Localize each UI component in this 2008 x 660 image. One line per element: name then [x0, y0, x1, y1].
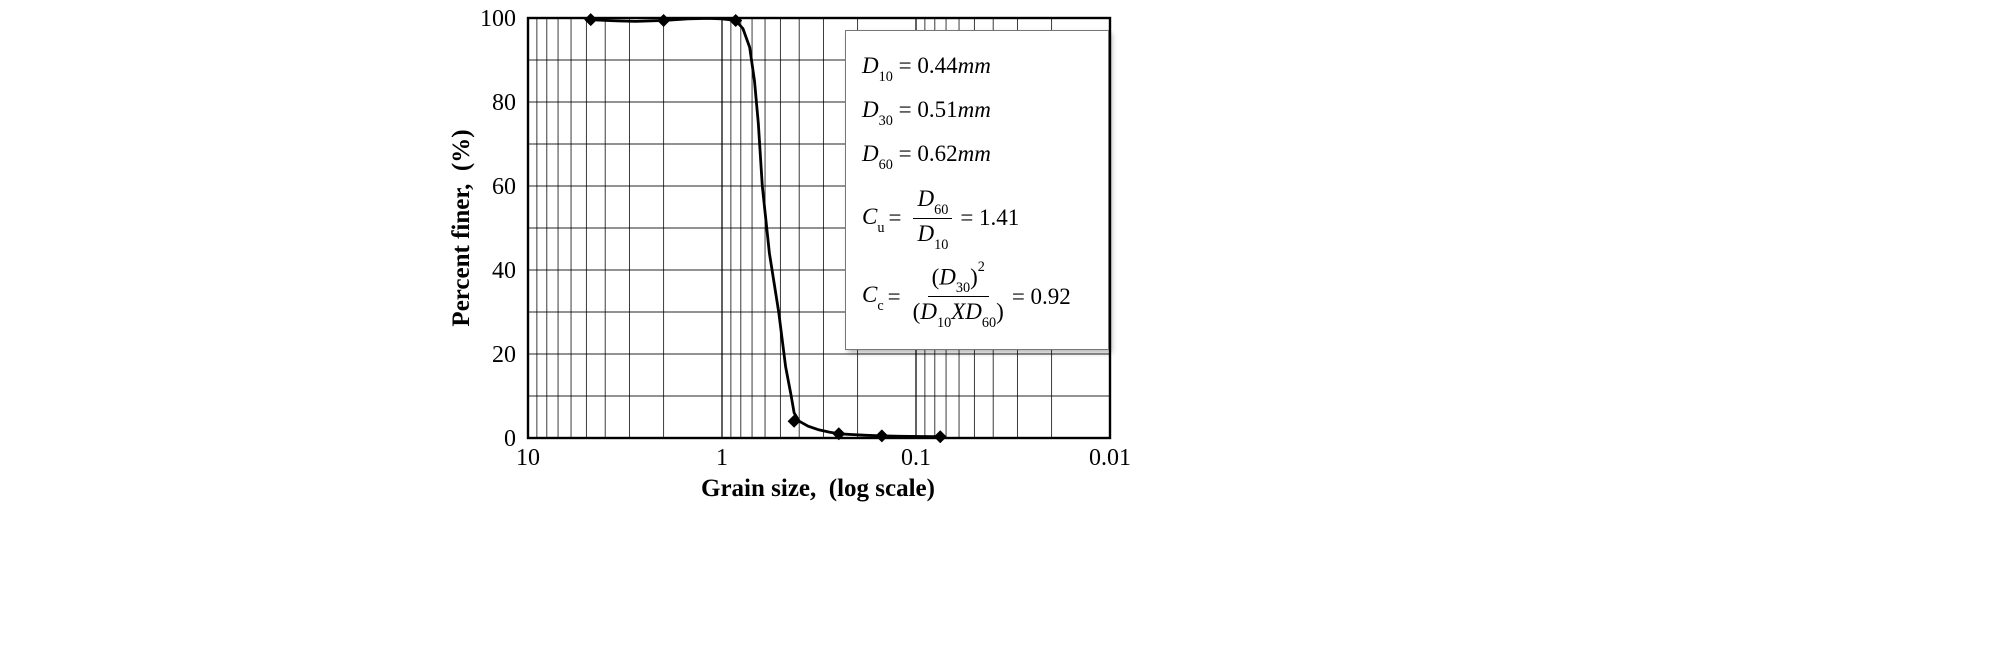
cu-symbol-group: Cu — [862, 201, 884, 236]
cu-formula-line: Cu = D60 D10 = 1.41 — [862, 185, 1092, 253]
cc-num-open-paren: ( — [931, 264, 940, 290]
cc-den-subscript-2: 60 — [981, 315, 997, 332]
d30-unit: mm — [957, 96, 991, 122]
d30-subscript: 30 — [878, 113, 893, 129]
diamond-marker — [657, 14, 671, 28]
cc-num-symbol: D — [939, 264, 956, 290]
grid-lines — [528, 18, 1110, 438]
svg-text:10: 10 — [516, 445, 540, 471]
cu-subscript: u — [877, 219, 885, 236]
cc-den-subscript-1: 10 — [936, 315, 952, 332]
cc-num-subscript: 30 — [955, 280, 971, 297]
cu-den-subscript: 10 — [934, 236, 949, 253]
cc-fraction: (D30)2 (D10XD60) — [912, 259, 1004, 332]
data-point-markers — [584, 13, 947, 444]
svg-text:0.01: 0.01 — [1089, 445, 1131, 471]
d30-symbol: D — [862, 96, 879, 122]
svg-text:20: 20 — [492, 342, 516, 368]
svg-text:100: 100 — [480, 6, 516, 32]
cc-den-symbol-1: D — [920, 299, 937, 325]
cu-fraction: D60 D10 — [913, 185, 953, 253]
diamond-marker — [875, 429, 889, 443]
svg-text:80: 80 — [492, 90, 516, 116]
d10-value-line: D10 = 0.44mm — [862, 50, 1092, 85]
d30-value: = 0.51 — [892, 96, 958, 122]
cc-num-superscript: 2 — [977, 258, 985, 275]
svg-text:60: 60 — [492, 174, 516, 200]
axis-tick-labels: 10 1 0.1 0.01 0 20 40 60 80 100 — [480, 6, 1131, 471]
d60-subscript: 60 — [878, 156, 893, 173]
distribution-curve — [589, 17, 942, 439]
d60-value: = 0.62 — [892, 140, 958, 166]
d60-value-line: D60 = 0.62mm — [862, 138, 1092, 173]
annotation-box: D10 = 0.44mm D30 = 0.51mm D60 = 0.62mm C… — [845, 30, 1109, 351]
cu-num-subscript: 60 — [934, 201, 949, 218]
svg-text:0.1: 0.1 — [901, 445, 931, 471]
d10-value: = 0.44 — [892, 53, 958, 78]
x-axis-title: Grain size, (log scale) — [701, 475, 935, 502]
cc-den-open-paren: ( — [912, 299, 921, 325]
cc-den-close-paren: ) — [996, 299, 1004, 325]
svg-text:1: 1 — [716, 445, 728, 471]
diamond-marker — [933, 430, 947, 444]
d30-value-line: D30 = 0.51mm — [862, 94, 1092, 129]
cu-equals: = — [888, 205, 902, 231]
plot-border — [526, 16, 1112, 440]
cc-den-symbol-2: D — [965, 299, 982, 325]
cc-num-close-paren: ) — [970, 264, 978, 290]
diamond-marker — [832, 427, 846, 441]
cc-subscript: c — [877, 298, 884, 315]
cc-symbol-group: Cc — [862, 279, 884, 314]
cc-fraction-denominator: (D10XD60) — [912, 297, 1004, 332]
cc-symbol: C — [862, 281, 878, 307]
svg-text:40: 40 — [492, 258, 516, 284]
d10-unit: mm — [957, 53, 991, 78]
diamond-marker — [729, 14, 743, 28]
cu-fraction-denominator: D10 — [917, 219, 949, 253]
cu-den-symbol: D — [917, 220, 935, 246]
d10-symbol: D — [862, 53, 879, 78]
cu-symbol: C — [862, 203, 878, 229]
y-axis-title: Percent finer, (%) — [448, 129, 475, 327]
diamond-marker — [584, 13, 598, 27]
cc-result: = 0.92 — [1011, 283, 1071, 309]
d10-subscript: 10 — [878, 69, 893, 86]
d60-symbol: D — [862, 140, 879, 166]
cc-fraction-numerator: (D30)2 — [927, 259, 989, 298]
diamond-marker — [787, 414, 801, 428]
cu-num-symbol: D — [917, 185, 935, 211]
cc-den-multiply: X — [951, 299, 966, 325]
cu-result: = 1.41 — [960, 205, 1020, 231]
d60-unit: mm — [957, 140, 991, 166]
cc-formula-line: Cc = (D30)2 (D10XD60) = 0.92 — [862, 259, 1092, 332]
cc-equals: = — [887, 283, 901, 309]
svg-text:0: 0 — [504, 426, 516, 452]
cu-fraction-numerator: D60 — [913, 185, 953, 219]
